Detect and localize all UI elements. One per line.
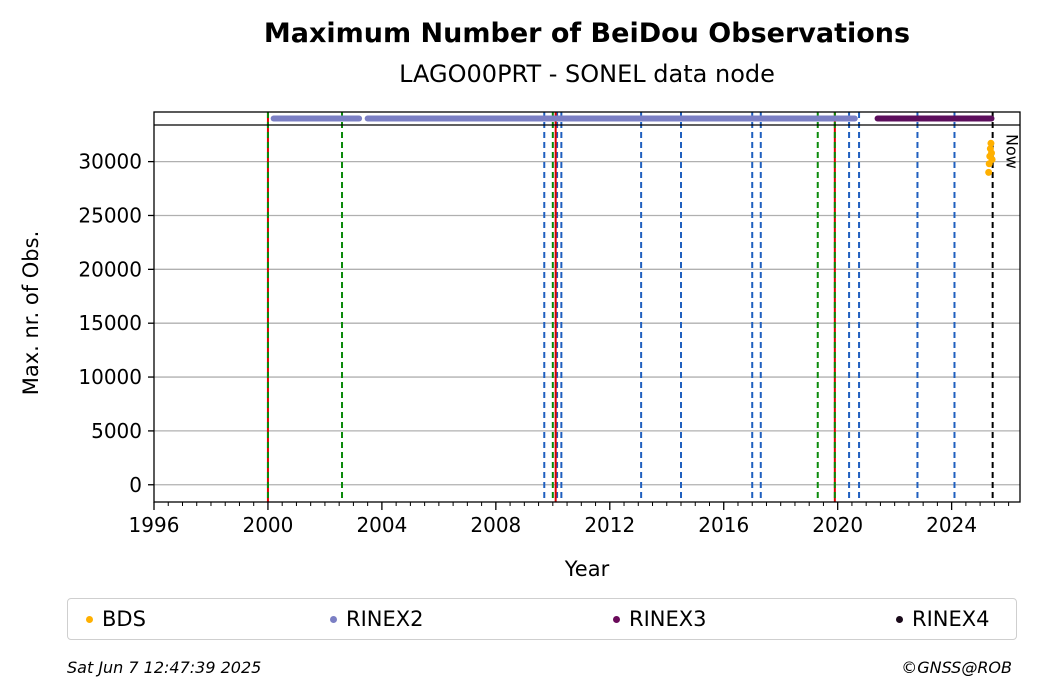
x-tick-label: 2012 (584, 513, 635, 537)
legend-item-bds: BDS (86, 607, 146, 631)
legend-label: RINEX2 (346, 607, 424, 631)
rinex2-marker-icon (330, 615, 337, 623)
data-point-bds (988, 155, 996, 163)
y-tick-label: 0 (129, 473, 142, 497)
now-label: Now (1003, 134, 1022, 169)
footer-copyright: ©GNSS@ROB (901, 658, 1012, 677)
legend-label: BDS (102, 607, 146, 631)
x-tick-label: 2008 (470, 513, 521, 537)
y-tick-label: 20000 (78, 257, 142, 281)
legend-label: RINEX3 (629, 607, 707, 631)
footer-timestamp: Sat Jun 7 12:47:39 2025 (67, 658, 262, 677)
plot-area: Now 0 5000 10000 15000 20000 25000 30000 1996 200… (78, 111, 1022, 537)
y-axis-label: Max. nr. of Obs. (19, 231, 43, 396)
x-tick-label: 2004 (356, 513, 407, 537)
legend: BDS RINEX2 RINEX3 RINEX4 (67, 598, 1017, 640)
data-point-bds (985, 168, 993, 176)
x-tick-label: 2000 (242, 513, 293, 537)
x-tick-label: 2024 (926, 513, 977, 537)
y-tick-label: 10000 (78, 365, 142, 389)
chart-title: Maximum Number of BeiDou Observations (264, 18, 910, 49)
legend-item-rinex2: RINEX2 (330, 607, 424, 631)
plot-frame (153, 111, 1021, 503)
y-tick-label: 5000 (91, 419, 142, 443)
chart-subtitle: LAGO00PRT - SONEL data node (399, 60, 775, 88)
data-point-bds (988, 149, 996, 157)
x-tick-label: 2020 (812, 513, 863, 537)
y-tick-label: 15000 (78, 311, 142, 335)
rinex3-marker-icon (613, 615, 620, 623)
data-point-bds (987, 139, 995, 147)
y-tick-label: 30000 (78, 150, 142, 174)
x-axis-label: Year (564, 557, 610, 581)
bds-marker-icon (86, 615, 93, 623)
legend-item-rinex3: RINEX3 (613, 607, 707, 631)
legend-label: RINEX4 (912, 607, 990, 631)
rinex4-marker-icon (896, 615, 903, 623)
x-tick-label: 2016 (698, 513, 749, 537)
y-tick-label: 25000 (78, 203, 142, 227)
x-tick-label: 1996 (129, 513, 180, 537)
legend-item-rinex4: RINEX4 (896, 607, 990, 631)
